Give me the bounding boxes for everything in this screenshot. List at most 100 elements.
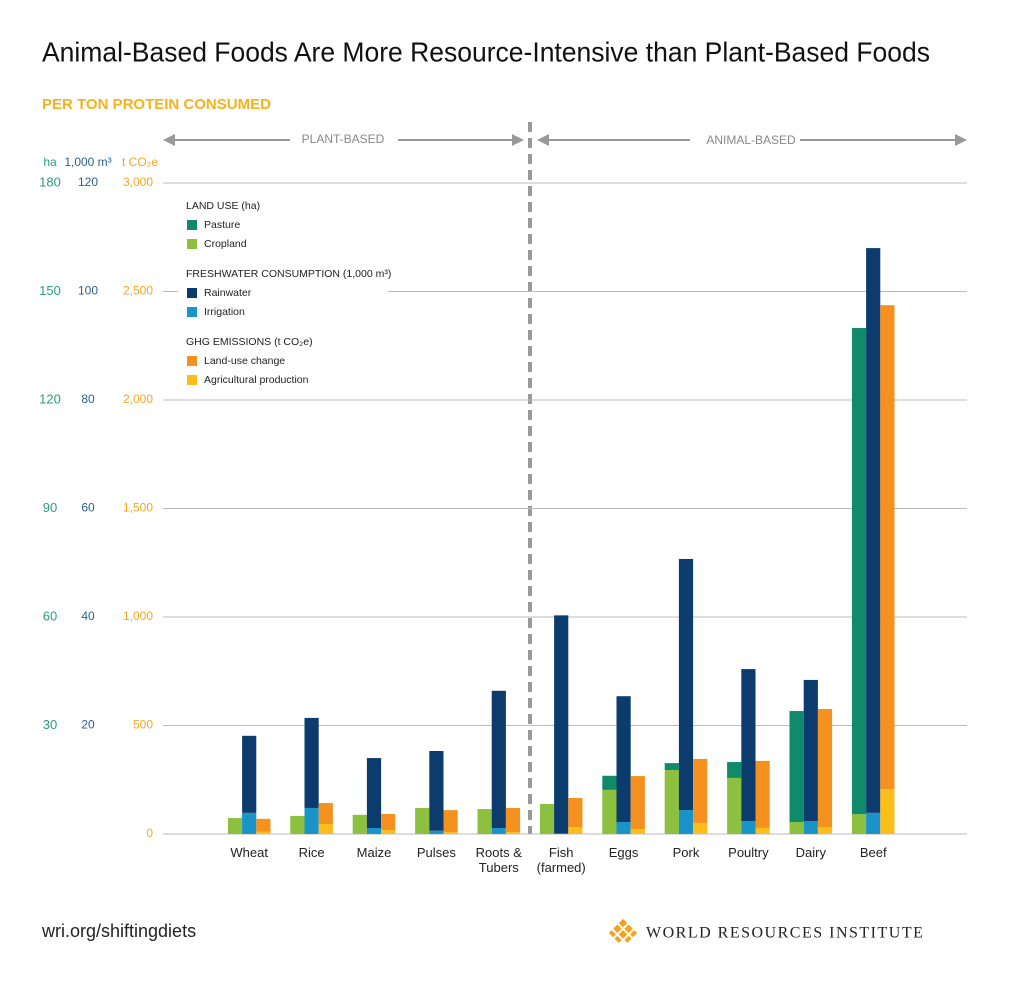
bar <box>304 807 319 834</box>
bar <box>304 717 319 808</box>
bar <box>817 827 833 834</box>
y2-tick-label: 100 <box>78 284 98 298</box>
bar <box>381 830 396 834</box>
y3-tick-label: 1,500 <box>123 501 153 515</box>
y2-tick-label: 40 <box>81 609 95 623</box>
legend-background <box>178 192 388 392</box>
bar <box>678 558 694 811</box>
bar <box>630 829 645 834</box>
x-tick-label: Wheat <box>230 845 268 860</box>
y3-tick-label: 2,500 <box>123 284 153 298</box>
bar <box>851 814 867 834</box>
x-tick-label: Maize <box>356 845 392 860</box>
y2-tick-label: 120 <box>78 175 98 189</box>
bar <box>693 822 708 834</box>
legend-label: Land-use change <box>204 355 285 367</box>
chart-subtitle: PER TON PROTEIN CONSUMED <box>42 96 271 113</box>
bar <box>554 615 569 834</box>
bar <box>491 828 506 834</box>
y3-tick-label: 2,000 <box>123 392 153 406</box>
bar <box>880 789 895 834</box>
bar <box>803 820 818 834</box>
bar <box>568 797 583 828</box>
bar <box>789 822 804 834</box>
footer-org: WORLD RESOURCES INSTITUTE <box>646 925 924 942</box>
bar <box>568 827 583 834</box>
bar <box>741 820 756 834</box>
bar <box>866 812 881 834</box>
footer-url: wri.org/shiftingdiets <box>41 921 196 941</box>
y-tick-label: 120 <box>39 391 61 406</box>
bar <box>664 769 679 834</box>
section-label: PLANT-BASED <box>302 132 385 146</box>
y-tick-label: 150 <box>39 283 61 298</box>
y3-tick-label: 500 <box>133 718 153 732</box>
bar <box>880 305 895 790</box>
y2-tick-label: 80 <box>81 392 95 406</box>
legend-swatch <box>187 239 197 249</box>
y3-tick-label: 0 <box>146 826 153 840</box>
x-tick-label: Dairy <box>795 845 826 860</box>
axis-unit: ha <box>43 155 57 169</box>
x-tick-label: Rice <box>298 845 325 860</box>
y-tick-label: 30 <box>43 717 57 732</box>
bar <box>366 758 382 829</box>
legend-label: Pasture <box>204 219 240 231</box>
bar <box>505 807 521 833</box>
bar <box>741 669 756 821</box>
bar <box>242 812 257 834</box>
bar <box>318 824 333 834</box>
bar <box>727 777 742 834</box>
bar <box>602 789 617 834</box>
x-tick-label: Fish (farmed) <box>536 845 586 875</box>
legend-swatch <box>187 356 197 366</box>
bar <box>755 760 770 828</box>
bar <box>318 802 333 825</box>
y2-tick-label: 20 <box>81 718 95 732</box>
bar <box>381 814 396 831</box>
bar <box>866 248 881 813</box>
bar <box>554 833 569 834</box>
bar <box>755 827 770 834</box>
x-tick-label: Roots & Tubers <box>475 845 522 875</box>
x-tick-label: Pork <box>672 845 700 860</box>
legend-label: Irrigation <box>204 306 245 318</box>
legend-title: GHG EMISSIONS (t CO₂e) <box>186 336 313 348</box>
legend-label: Agricultural production <box>204 374 309 386</box>
bar <box>242 735 257 813</box>
bar <box>602 775 617 790</box>
bar <box>630 776 645 830</box>
legend-label: Cropland <box>204 238 247 250</box>
bar <box>851 328 867 815</box>
y3-tick-label: 3,000 <box>123 175 153 189</box>
bar <box>539 803 555 834</box>
legend-label: Rainwater <box>204 287 252 299</box>
x-tick-label: Eggs <box>608 845 639 860</box>
legend-title: LAND USE (ha) <box>186 200 260 212</box>
y-tick-label: 180 <box>39 174 61 189</box>
bar <box>664 763 679 770</box>
x-tick-label: Beef <box>859 845 887 860</box>
bar <box>352 814 367 834</box>
bar <box>616 696 631 823</box>
x-tick-label: Poultry <box>728 845 769 860</box>
bar <box>415 807 430 834</box>
bar <box>693 758 708 823</box>
bar <box>443 810 458 833</box>
y3-tick-label: 1,000 <box>123 609 153 623</box>
bar <box>789 711 804 823</box>
bar <box>803 679 818 821</box>
bar <box>366 828 382 834</box>
bar <box>477 809 492 834</box>
bar <box>727 762 742 778</box>
bar <box>491 690 506 829</box>
bar <box>817 709 833 828</box>
bar <box>678 810 694 834</box>
chart-title: Animal-Based Foods Are More Resource-Int… <box>42 36 930 67</box>
y-tick-label: 90 <box>43 500 57 515</box>
legend-swatch <box>187 288 197 298</box>
bar <box>505 832 521 834</box>
bar <box>290 815 305 834</box>
